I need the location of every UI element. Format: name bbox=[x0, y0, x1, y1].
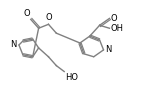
Text: O: O bbox=[45, 13, 52, 22]
Text: N: N bbox=[11, 41, 17, 49]
Text: O: O bbox=[110, 14, 117, 23]
Text: HO: HO bbox=[65, 72, 78, 82]
Text: O: O bbox=[23, 9, 30, 18]
Text: OH: OH bbox=[110, 24, 123, 33]
Text: N: N bbox=[106, 45, 112, 54]
